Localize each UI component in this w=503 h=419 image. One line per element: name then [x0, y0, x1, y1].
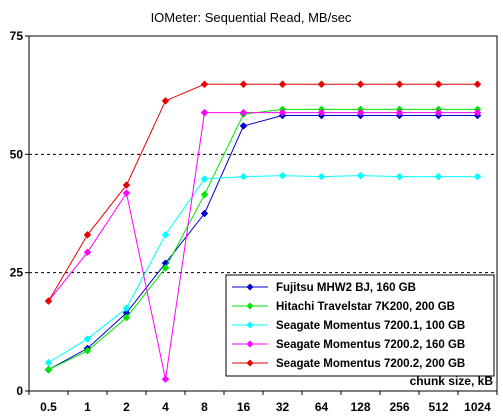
legend-marker: [246, 283, 254, 291]
data-point: [83, 248, 92, 257]
data-point: [434, 172, 443, 181]
series-3: [44, 108, 482, 384]
legend: Fujitsu MHW2 BJ, 160 GB Hitachi Travelsta…: [225, 274, 495, 377]
x-tick-label: 8: [201, 400, 208, 414]
data-point: [161, 375, 170, 384]
data-point: [83, 230, 92, 239]
x-tick-label: 256: [389, 400, 409, 414]
y-tick-label: 75: [10, 29, 24, 43]
grid: [29, 153, 497, 274]
series-line: [48, 108, 478, 371]
x-tick-label: 1: [84, 400, 91, 414]
data-point: [200, 209, 209, 218]
data-point: [317, 108, 326, 117]
legend-label: Seagate Momentus 7200.2, 160 GB: [276, 339, 465, 351]
data-point: [44, 297, 53, 305]
series-line: [48, 112, 478, 380]
data-point: [200, 175, 209, 183]
series-4: [44, 80, 482, 305]
data-point: [161, 264, 170, 272]
data-point: [356, 80, 365, 89]
data-point: [122, 189, 131, 198]
legend-label: Hitachi Travelstar 7K200, 200 GB: [276, 301, 455, 313]
x-tick-label: 1024: [464, 400, 491, 414]
legend-item: Hitachi Travelstar 7K200, 200 GB: [232, 301, 455, 313]
data-point: [473, 172, 482, 181]
data-point: [395, 80, 404, 89]
data-point: [317, 80, 326, 89]
data-point: [83, 335, 92, 343]
data-point: [239, 172, 248, 181]
x-tick-label: 64: [315, 400, 329, 414]
data-point: [200, 190, 209, 199]
data-point: [473, 108, 482, 117]
x-tick-label: 0.5: [40, 400, 57, 414]
data-point: [278, 108, 287, 117]
data-point: [122, 181, 131, 189]
legend-marker: [246, 321, 254, 329]
legend-item: Seagate Momentus 7200.2, 200 GB: [232, 358, 465, 370]
data-point: [395, 172, 404, 181]
legend-marker: [246, 359, 254, 367]
legend-label: Seagate Momentus 7200.1, 100 GB: [276, 320, 465, 332]
data-point: [317, 172, 326, 181]
series-line: [48, 175, 478, 364]
data-point: [200, 80, 209, 89]
data-point: [356, 171, 365, 180]
data-point: [44, 358, 53, 367]
data-point: [434, 108, 443, 117]
data-point: [278, 171, 287, 180]
x-tick-label: 128: [350, 400, 370, 414]
data-point: [122, 313, 131, 322]
data-point: [356, 108, 365, 117]
y-tick-label: 0: [16, 384, 23, 398]
legend-item: Seagate Momentus 7200.1, 100 GB: [232, 320, 465, 332]
y-tick-label: 50: [10, 147, 24, 161]
legend-box: [225, 274, 495, 377]
legend-marker: [246, 302, 254, 310]
data-point: [239, 80, 248, 89]
data-point: [44, 365, 53, 374]
x-tick-label: 4: [162, 400, 169, 414]
series-line: [48, 83, 478, 302]
legend-item: Fujitsu MHW2 BJ, 160 GB: [232, 282, 416, 294]
legend-marker: [246, 340, 254, 348]
chart-title: IOMeter: Sequential Read, MB/sec: [151, 10, 352, 25]
data-point: [122, 304, 131, 313]
series-line: [48, 115, 478, 371]
data-point: [161, 230, 170, 239]
x-tick-label: 512: [428, 400, 448, 414]
data-point: [278, 80, 287, 89]
series-2: [44, 171, 482, 367]
legend-label: Fujitsu MHW2 BJ, 160 GB: [276, 282, 416, 294]
data-point: [239, 108, 248, 117]
x-axis-label: chunk size, kB: [410, 374, 494, 388]
legend-item: Seagate Momentus 7200.2, 160 GB: [232, 339, 465, 351]
legend-label: Seagate Momentus 7200.2, 200 GB: [276, 358, 465, 370]
data-point: [434, 80, 443, 89]
x-tick-label: 16: [237, 400, 251, 414]
x-tick-label: 32: [276, 400, 290, 414]
data-point: [239, 122, 248, 130]
x-tick-label: 2: [123, 400, 130, 414]
y-tick-label: 25: [10, 266, 24, 280]
data-point: [83, 346, 92, 355]
axes: 0 25 50 75 0.5 1 2 4 8 16 32 64 128 256 512 1024: [10, 29, 498, 414]
series-layer: [44, 80, 482, 384]
data-point: [395, 108, 404, 117]
data-point: [473, 80, 482, 89]
data-point: [161, 96, 170, 105]
data-point: [200, 108, 209, 117]
